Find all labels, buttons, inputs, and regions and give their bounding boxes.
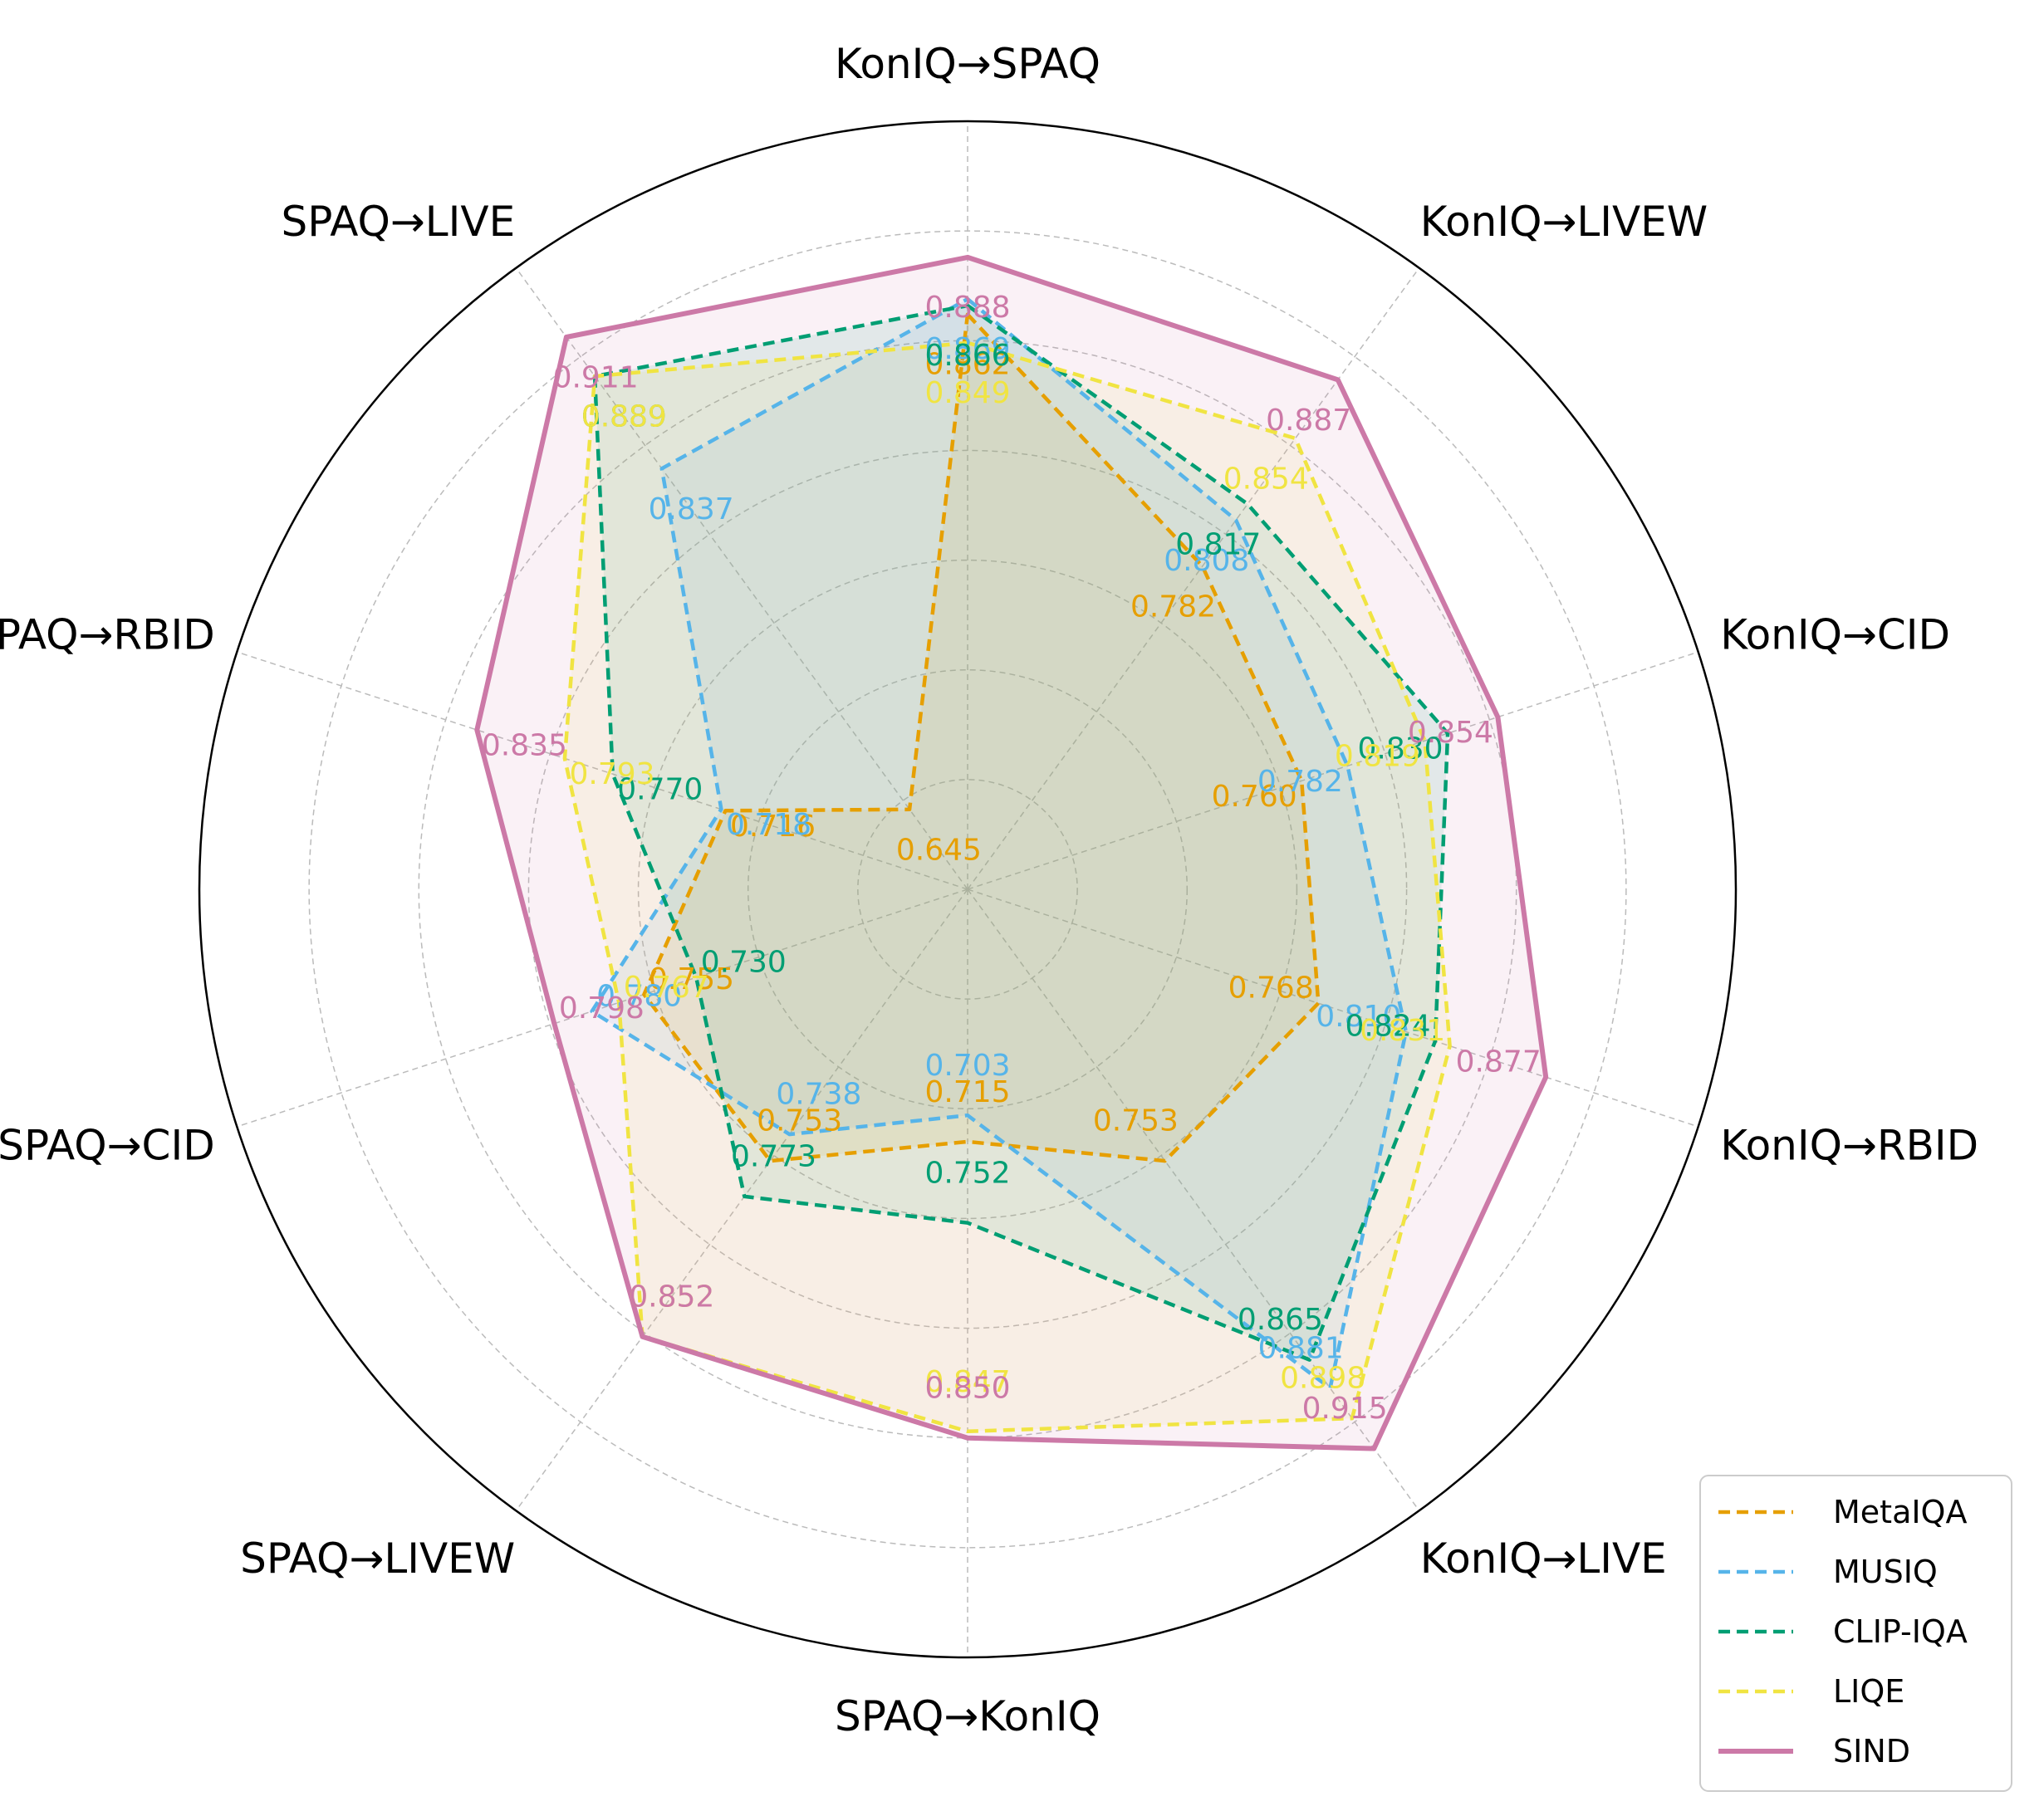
- value-label-sind: 0.854: [1408, 716, 1493, 750]
- value-label-liqe: 0.889: [581, 400, 667, 434]
- series-line-clip-iqa: [592, 303, 1450, 1362]
- legend-label-sind: SIND: [1833, 1733, 1910, 1769]
- value-label-musiq: 0.718: [726, 808, 811, 842]
- series-fill-sind: [477, 257, 1546, 1449]
- value-label-liqe: 0.793: [569, 757, 654, 791]
- value-label-liqe: 0.767: [624, 971, 709, 1005]
- value-label-sind: 0.798: [559, 991, 645, 1025]
- value-label-sind: 0.915: [1302, 1392, 1388, 1426]
- value-label-sind: 0.850: [924, 1372, 1010, 1406]
- value-label-musiq: 0.780: [596, 980, 682, 1014]
- value-label-liqe: 0.852: [629, 1280, 714, 1314]
- grid-spoke: [515, 267, 968, 890]
- value-label-liqe: 0.898: [1280, 1362, 1365, 1396]
- value-label-metaiqa: 0.862: [924, 348, 1010, 382]
- legend-label-liqe: LIQE: [1833, 1673, 1904, 1710]
- axis-label: SPAQ→CID: [0, 1122, 215, 1170]
- axis-label: KonIQ→RBID: [1720, 1122, 1978, 1170]
- value-label-liqe: 0.819: [1335, 740, 1420, 774]
- value-label-liqe: 0.849: [924, 376, 1010, 410]
- axis-label: KonIQ→CID: [1720, 611, 1950, 659]
- series-line-musiq: [590, 296, 1409, 1391]
- series-fill-clip-iqa: [595, 306, 1448, 1360]
- axis-label: KonIQ→LIVEW: [1420, 198, 1708, 246]
- value-label-musiq: 0.810: [1316, 1000, 1401, 1034]
- series-fill-musiq: [591, 299, 1406, 1388]
- grid-spoke: [515, 888, 968, 1511]
- grid-spoke: [967, 651, 1698, 890]
- legend-label-musiq: MUSIQ: [1833, 1554, 1938, 1590]
- value-label-metaiqa: 0.753: [757, 1104, 842, 1138]
- value-label-clip-iqa: 0.730: [701, 946, 787, 980]
- axis-label: SPAQ→LIVEW: [240, 1534, 515, 1583]
- value-label-clip-iqa: 0.865: [1238, 1303, 1323, 1337]
- grid-spoke: [967, 888, 1420, 1511]
- value-label-sind: 0.887: [1266, 404, 1351, 438]
- series-line-metaiqa: [642, 312, 1321, 1163]
- value-label-clip-iqa: 0.889: [581, 400, 667, 434]
- series-line-liqe: [562, 340, 1452, 1434]
- value-label-metaiqa: 0.760: [1212, 780, 1297, 814]
- value-label-clip-iqa: 0.830: [1357, 732, 1443, 766]
- axis-labels: KonIQ→SPAQ KonIQ→LIVEW KonIQ→CID KonIQ→RBID…: [0, 40, 1978, 1740]
- value-label-clip-iqa: 0.773: [731, 1139, 816, 1173]
- value-label-metaiqa: 0.715: [924, 1075, 1010, 1109]
- value-label-musiq: 0.782: [1257, 765, 1343, 799]
- series-fill-liqe: [564, 342, 1450, 1432]
- value-label-clip-iqa: 0.817: [1175, 528, 1261, 562]
- value-label-sind: 0.911: [553, 361, 639, 395]
- axis-label: SPAQ→RBID: [0, 611, 215, 659]
- value-labels: 0.8620.7820.7600.7680.7530.7150.7530.755…: [482, 291, 1542, 1426]
- value-label-sind: 0.852: [629, 1280, 714, 1314]
- series-fill-metaiqa: [644, 314, 1319, 1162]
- value-label-clip-iqa: 0.824: [1345, 1009, 1430, 1043]
- legend-label-clip-iqa: CLIP-IQA: [1833, 1613, 1968, 1650]
- value-label-metaiqa: 0.753: [1093, 1104, 1179, 1138]
- value-label-musiq: 0.837: [649, 492, 734, 526]
- value-label-musiq: 0.738: [776, 1078, 861, 1112]
- value-label-musiq: 0.703: [924, 1049, 1010, 1083]
- value-label-metaiqa: 0.782: [1130, 590, 1216, 624]
- series-lines: [474, 254, 1549, 1451]
- value-label-metaiqa: 0.716: [730, 810, 816, 844]
- value-label-musiq: 0.808: [1164, 544, 1249, 578]
- grid-spoke: [237, 888, 968, 1128]
- value-label-liqe: 0.847: [924, 1365, 1010, 1399]
- grid-spoke: [237, 651, 968, 890]
- legend: MetaIQA MUSIQ CLIP-IQA LIQE SIND: [1699, 1475, 2012, 1792]
- axis-label: SPAQ→LIVE: [282, 198, 516, 246]
- value-label-liqe: 0.854: [1223, 463, 1309, 497]
- axis-label: KonIQ→SPAQ: [835, 40, 1100, 88]
- value-label-musiq: 0.869: [924, 332, 1010, 366]
- value-label-metaiqa: 0.645: [896, 833, 982, 867]
- series-fills: [477, 257, 1546, 1449]
- value-label-sind: 0.888: [924, 291, 1010, 325]
- value-label-clip-iqa: 0.866: [924, 339, 1010, 373]
- legend-box: [1699, 1475, 2012, 1792]
- grid-spoke: [967, 267, 1420, 890]
- value-label-liqe: 0.831: [1360, 1014, 1445, 1048]
- value-label-sind: 0.835: [482, 729, 567, 763]
- series-line-sind: [474, 254, 1549, 1451]
- legend-label-metaiqa: MetaIQA: [1833, 1494, 1967, 1530]
- grid-ring: [637, 559, 1298, 1220]
- value-label-musiq: 0.881: [1258, 1331, 1344, 1365]
- grid-spoke: [967, 888, 1698, 1128]
- axis-label: KonIQ→LIVE: [1420, 1534, 1667, 1583]
- value-label-clip-iqa: 0.770: [617, 773, 703, 807]
- value-label-metaiqa: 0.768: [1228, 972, 1314, 1006]
- value-label-sind: 0.877: [1456, 1045, 1542, 1079]
- outer-ring: [198, 120, 1738, 1659]
- axis-label: SPAQ→KonIQ: [835, 1692, 1100, 1740]
- value-label-metaiqa: 0.755: [649, 962, 734, 996]
- value-label-clip-iqa: 0.752: [924, 1157, 1010, 1191]
